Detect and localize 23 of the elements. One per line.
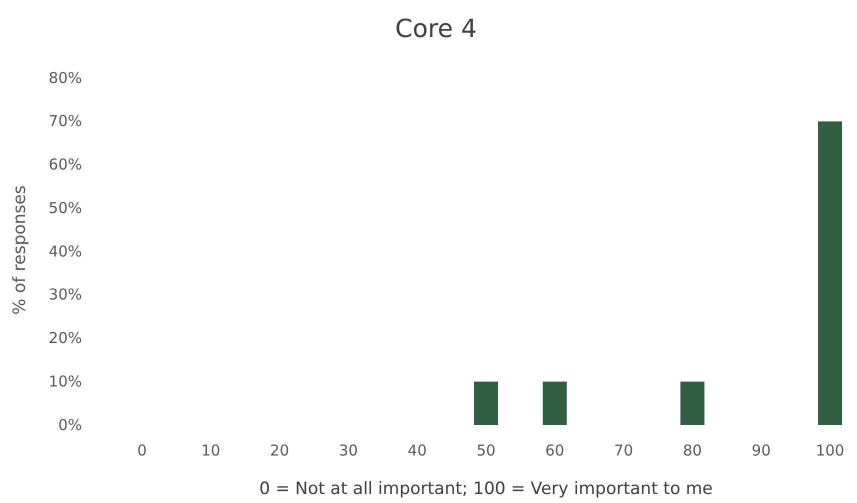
x-tick-label: 20 xyxy=(270,442,290,460)
x-tick-label: 60 xyxy=(545,442,564,460)
x-tick-label: 0 xyxy=(137,442,147,460)
x-tick-label: 50 xyxy=(476,442,496,460)
y-tick-label: 20% xyxy=(48,329,82,348)
y-tick-label: 50% xyxy=(48,198,82,217)
y-tick-label: 0% xyxy=(58,416,82,434)
x-tick-label: 90 xyxy=(752,442,771,460)
y-tick-label: 30% xyxy=(48,286,82,304)
y-tick-label: 80% xyxy=(48,68,82,87)
chart-title: Core 4 xyxy=(395,14,477,43)
y-tick-label: 40% xyxy=(48,242,82,260)
y-tick-label: 70% xyxy=(48,112,82,130)
x-tick-label: 80 xyxy=(682,442,702,460)
x-tick-label: 100 xyxy=(816,442,844,460)
y-axis-title: % of responses xyxy=(10,185,30,315)
y-tick-label: 10% xyxy=(48,372,82,390)
y-tick-label: 60% xyxy=(48,156,82,174)
x-tick-label: 70 xyxy=(614,442,634,460)
x-axis-title: 0 = Not at all important; 100 = Very important to me xyxy=(259,479,713,499)
x-tick-label: 40 xyxy=(408,442,427,460)
x-tick-label: 10 xyxy=(201,442,220,460)
x-tick-label: 30 xyxy=(338,442,358,460)
